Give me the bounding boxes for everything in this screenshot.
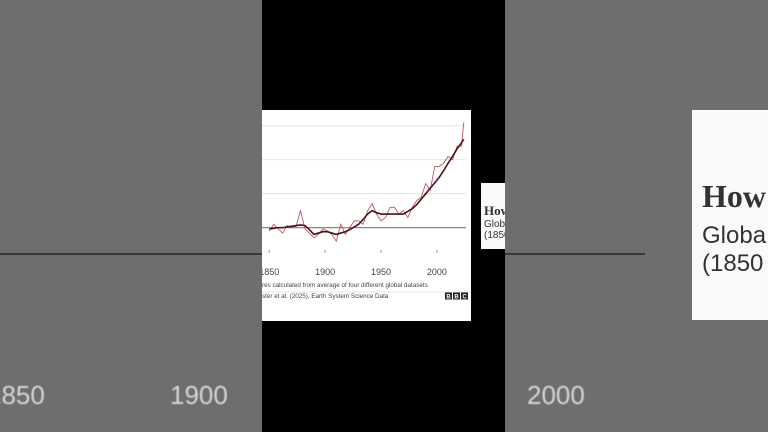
- logo-letter: B: [454, 295, 459, 301]
- small-title-card: How Globa(1850: [481, 183, 505, 249]
- series-line: [268, 122, 465, 243]
- bg-label: 2000: [527, 380, 585, 410]
- card-title: How: [702, 178, 766, 214]
- subtitle: Globa: [484, 219, 505, 230]
- blurred-baseline: [505, 253, 645, 255]
- chart: 1850 1900 1950 2000 res calculated from aver…: [259, 122, 471, 301]
- logo-box: [445, 292, 452, 300]
- bg-title-card: How Globa (1850: [692, 110, 768, 320]
- logo-box: [453, 292, 460, 300]
- card-subtitle: Globa(1850: [484, 219, 505, 241]
- logo-letter: C: [462, 295, 467, 301]
- period: (1850: [484, 230, 505, 241]
- period: (1850: [702, 250, 764, 277]
- series-line: [269, 138, 465, 236]
- chart-card: 1850 1900 1950 2000 res calculated from aver…: [259, 110, 471, 321]
- logo-letter: B: [446, 295, 451, 301]
- x-tick-label: 1850: [262, 267, 279, 277]
- blurred-baseline: [0, 253, 262, 255]
- blurred-left: 1850 1900: [0, 0, 262, 432]
- blurred-right: 2000 How Globa (1850: [505, 0, 768, 432]
- x-tick-label: 1900: [315, 267, 335, 277]
- subtitle: Globa: [702, 222, 767, 249]
- card-subtitle: Globa(1850: [702, 222, 766, 278]
- card-title: How: [484, 203, 505, 218]
- x-tick-label: 1950: [371, 267, 391, 277]
- x-tick-label: 2000: [427, 267, 447, 277]
- logo-box: [461, 292, 468, 300]
- bg-label: 1900: [170, 380, 228, 410]
- bg-label: 1850: [0, 380, 45, 410]
- source: ster et al. (2025), Earth System Science…: [262, 293, 389, 300]
- footnote: res calculated from average of four diff…: [262, 282, 428, 289]
